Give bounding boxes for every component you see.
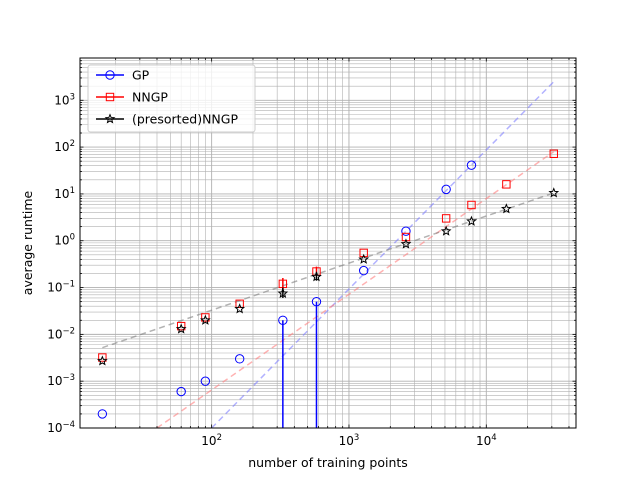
data-point [234, 303, 246, 314]
trend-line [156, 151, 555, 428]
data-point [359, 248, 368, 258]
tick-labels: 102 103 104 10−4 10−3 10−2 10−1 100 101 102 103 [47, 92, 496, 448]
data-point [400, 238, 412, 249]
data-point [467, 200, 476, 210]
legend: GP NNGP (presorted)NNGP [87, 64, 256, 133]
y-tick-label: 10−4 [47, 420, 75, 435]
x-tick-label: 102 [201, 433, 222, 448]
legend-label: GP [132, 68, 150, 83]
data-point [201, 313, 210, 322]
y-tick-label: 10−3 [47, 373, 75, 388]
data-point [311, 296, 322, 307]
data-series [96, 149, 560, 428]
data-point [440, 225, 452, 236]
data-point [234, 354, 245, 364]
y-tick-label: 10−2 [47, 326, 75, 341]
data-point [466, 215, 477, 226]
data-point [176, 321, 186, 331]
data-point [176, 386, 186, 397]
legend-marker [105, 70, 115, 80]
y-tick-label: 100 [54, 233, 75, 248]
x-tick-label: 103 [339, 433, 360, 448]
y-axis-label: average runtime [20, 191, 35, 296]
data-point [358, 253, 370, 264]
y-tick-label: 102 [54, 139, 75, 154]
y-tick-label: 10−1 [47, 280, 75, 295]
data-point [97, 409, 108, 419]
data-point [466, 160, 477, 170]
y-tick-label: 103 [54, 92, 75, 107]
data-point [235, 299, 244, 308]
legend-marker [105, 92, 115, 102]
data-point [175, 323, 187, 334]
data-point [358, 265, 369, 276]
data-point [548, 187, 560, 198]
legend-box [87, 64, 256, 133]
data-point [98, 353, 107, 362]
legend-label: NNGP [132, 90, 168, 105]
data-point [278, 279, 288, 289]
trend-lines [102, 81, 555, 428]
trend-line [211, 81, 555, 428]
y-tick-label: 101 [54, 186, 75, 201]
data-point [502, 180, 511, 189]
legend-label: (presorted)NNGP [132, 112, 238, 127]
data-point [500, 203, 512, 214]
x-axis-label: number of training points [248, 455, 408, 470]
data-point [311, 271, 322, 282]
axis-ticks [80, 57, 576, 429]
x-tick-label: 104 [476, 433, 497, 448]
series-2 [96, 187, 560, 366]
data-point [277, 287, 289, 298]
data-point [200, 376, 211, 386]
legend-marker [104, 113, 116, 124]
data-point [200, 314, 211, 325]
data-point [278, 315, 288, 325]
data-point [96, 355, 108, 366]
data-point [549, 149, 558, 158]
series-0 [97, 160, 477, 428]
data-point [441, 214, 451, 223]
data-point [401, 226, 411, 236]
data-point [441, 184, 451, 195]
